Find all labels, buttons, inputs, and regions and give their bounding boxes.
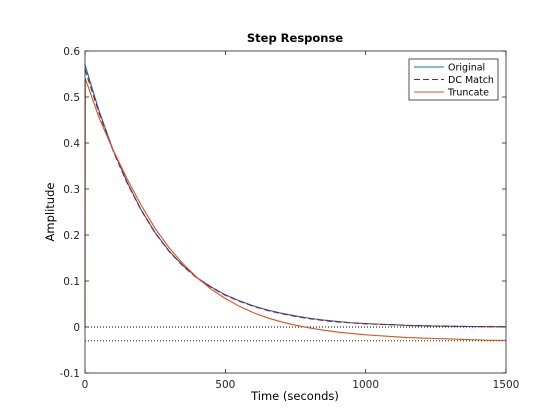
chart-title: Step Response <box>247 31 343 45</box>
axes-box <box>84 50 507 374</box>
series-line-dc-match <box>84 69 507 328</box>
y-axis-label: Amplitude <box>43 183 57 242</box>
series-lines <box>84 64 507 341</box>
x-axis-label: Time (seconds) <box>250 389 339 403</box>
legend-label-truncate: Truncate <box>447 88 489 99</box>
x-tick-label: 1000 <box>352 379 379 391</box>
legend-label-original: Original <box>448 63 485 74</box>
series-line-truncate <box>84 78 506 341</box>
plot-area: 0 500 1000 1500 -0.100.10.20.30.40.50.6 <box>60 46 520 391</box>
y-tick-label: 0.6 <box>63 46 80 58</box>
y-tick-label: 0.1 <box>63 276 80 288</box>
legend-label-dc-match: DC Match <box>448 75 494 86</box>
y-tick-label: -0.1 <box>60 368 81 380</box>
y-tick-label: 0.4 <box>63 138 80 150</box>
y-tick-label: 0.3 <box>63 184 80 196</box>
x-tick-label: 500 <box>215 379 235 391</box>
x-tick-label: 0 <box>82 379 89 391</box>
y-ticks: -0.1 0 0.1 0.2 0.3 0.4 0.5 0.6 <box>60 46 506 380</box>
reference-lines <box>85 326 506 342</box>
y-tick-label: 0 <box>73 322 80 334</box>
x-tick-label: 1500 <box>493 379 520 391</box>
x-ticks: 0 500 1000 1500 <box>82 51 520 391</box>
y-tick-label: 0.5 <box>63 92 80 104</box>
y-tick-label: 0.2 <box>63 230 80 242</box>
axes-background <box>85 51 506 373</box>
